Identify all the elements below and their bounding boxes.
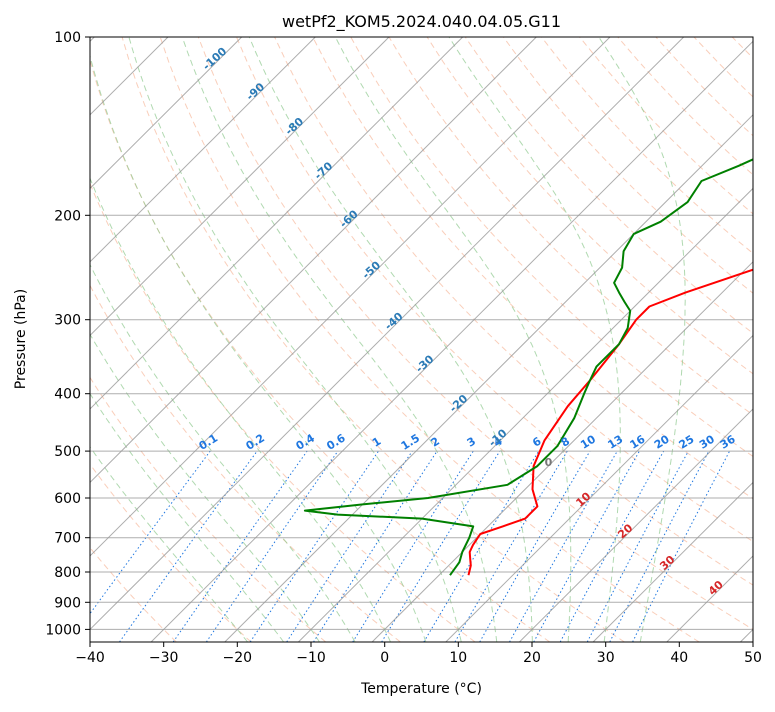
x-tick-label: 40	[670, 650, 688, 666]
y-tick-label: 1000	[45, 622, 81, 638]
y-tick-label: 100	[54, 30, 81, 46]
x-axis-label: Temperature (°C)	[360, 681, 482, 697]
y-tick-label: 500	[54, 444, 81, 460]
x-tick-label: 30	[597, 650, 615, 666]
x-tick-label: 20	[523, 650, 541, 666]
y-tick-label: 200	[54, 208, 81, 224]
y-tick-label: 900	[54, 595, 81, 611]
x-tick-label: 10	[449, 650, 467, 666]
isotherm-label-zero: 0	[545, 456, 553, 469]
chart-title: wetPf2_KOM5.2024.040.04.05.G11	[282, 12, 561, 32]
x-tick-label: −40	[75, 650, 105, 666]
y-tick-label: 400	[54, 387, 81, 403]
x-tick-label: 0	[380, 650, 389, 666]
y-tick-label: 800	[54, 565, 81, 581]
x-tick-label: −30	[149, 650, 179, 666]
x-tick-label: −20	[223, 650, 253, 666]
x-tick-label: −10	[296, 650, 326, 666]
y-tick-label: 300	[54, 313, 81, 329]
y-tick-label: 700	[54, 531, 81, 547]
x-tick-label: 50	[744, 650, 762, 666]
y-axis-label: Pressure (hPa)	[13, 289, 29, 389]
y-tick-label: 600	[54, 491, 81, 507]
